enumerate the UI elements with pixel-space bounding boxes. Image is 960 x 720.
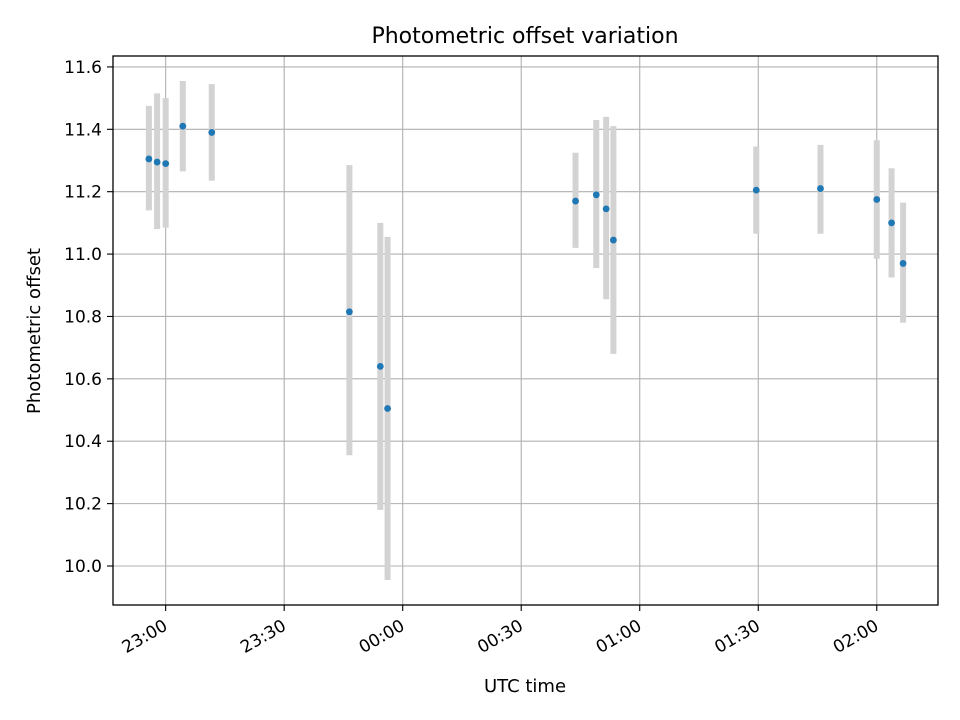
y-tick-label: 10.2: [64, 495, 102, 515]
chart-title: Photometric offset variation: [371, 24, 678, 49]
y-tick-label: 11.2: [64, 183, 102, 203]
y-tick-label: 11.0: [64, 245, 102, 265]
data-point: [153, 158, 161, 166]
data-point: [609, 236, 617, 244]
data-point: [179, 122, 187, 130]
y-axis-ticks: 10.0 10.2 10.4 10.6 10.8 11.0 11.2 11.4 11.6: [64, 58, 113, 577]
data-point: [208, 129, 216, 136]
plot-frame: [112, 55, 939, 606]
data-point: [384, 405, 391, 412]
y-tick-label: 11.4: [64, 120, 102, 140]
data-point: [572, 197, 579, 205]
data-point: [376, 362, 384, 370]
data-point: [162, 160, 170, 168]
y-axis-label: Photometric offset: [24, 248, 45, 414]
y-tick-label: 10.0: [64, 557, 102, 577]
x-axis-label: UTC time: [484, 676, 566, 697]
data-point: [592, 191, 600, 199]
data-point: [888, 219, 895, 227]
y-tick-label: 11.6: [64, 58, 102, 78]
data-point: [345, 308, 353, 316]
y-tick-label: 10.8: [64, 307, 102, 327]
data-point: [602, 205, 610, 213]
data-point: [873, 196, 881, 203]
y-tick-label: 10.4: [64, 432, 102, 452]
data-points: [145, 122, 907, 412]
data-point: [752, 186, 760, 194]
data-point: [145, 155, 153, 163]
data-point: [817, 185, 824, 192]
y-tick-label: 10.6: [64, 370, 102, 390]
data-point: [899, 260, 907, 267]
